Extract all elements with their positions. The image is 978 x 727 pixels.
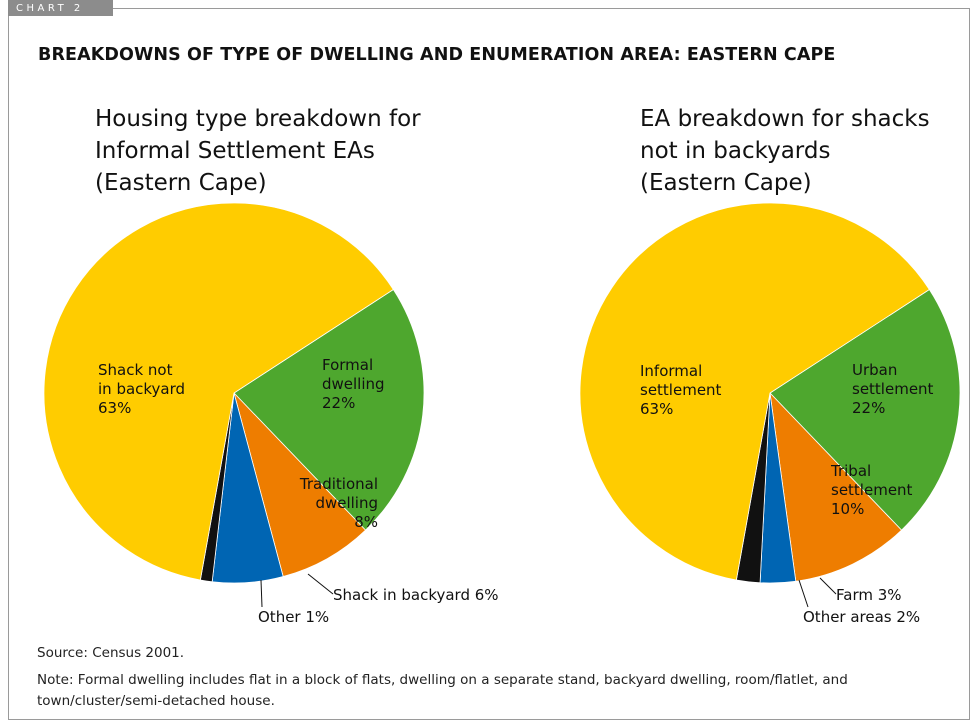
pie-2-slice-1 <box>769 288 961 531</box>
pie-2-title: EA breakdown for shacks not in backyards… <box>640 103 970 199</box>
pie-1-slice-2 <box>233 392 367 578</box>
pie-1-title-line-3: (Eastern Cape) <box>95 170 267 196</box>
pie-1-slice-label-5: Shack not in backyard 63% <box>98 361 185 417</box>
pie-2-slice-label-2: Tribal settlement 10% <box>830 462 913 518</box>
pie-2-slice-5 <box>579 202 930 581</box>
pie-1-title-line-1: Housing type breakdown for <box>95 106 421 132</box>
chart-number-tab: CHART 2 <box>8 0 113 16</box>
pie-1-leader-line-4 <box>260 579 263 608</box>
pie-1-slice-label-1: Formal dwelling 22% <box>322 356 385 412</box>
pie-2-slice-label-3: Farm 3% <box>836 586 902 604</box>
pie-2-title-line-2: not in backyards <box>640 138 831 164</box>
chart-title: BREAKDOWNS OF TYPE OF DWELLING AND ENUME… <box>38 45 836 65</box>
pie-2-leader-line-3 <box>819 577 837 595</box>
pie-1 <box>43 202 425 584</box>
pie-1-slice-label-4: Other 1% <box>258 608 329 626</box>
pie-2-title-line-3: (Eastern Cape) <box>640 170 812 196</box>
pie-2-slice-label-5: Informal settlement 63% <box>640 362 722 418</box>
pie-2-slice-label-4: Other areas 2% <box>803 608 920 626</box>
pie-1-slice-5 <box>43 202 394 581</box>
pie-1-slice-label-2: Traditional dwelling 8% <box>299 475 378 531</box>
pie-2-slice-2 <box>769 391 903 582</box>
source-note: Source: Census 2001. <box>37 645 185 661</box>
footnote: Note: Formal dwelling includes flat in a… <box>37 672 848 709</box>
pie-2-leader-line-4 <box>798 579 809 608</box>
pie-1-title: Housing type breakdown for Informal Sett… <box>95 103 495 199</box>
pie-1-slice-label-3: Shack in backyard 6% <box>333 586 499 604</box>
pie-1-leader-line-3 <box>307 573 334 595</box>
pie-1-slice-1 <box>233 288 425 531</box>
pie-2 <box>579 202 961 584</box>
chart-frame <box>8 8 970 720</box>
pie-2-title-line-1: EA breakdown for shacks <box>640 106 930 132</box>
pie-1-title-line-2: Informal Settlement EAs <box>95 138 375 164</box>
pie-2-slice-label-1: Urban settlement 22% <box>852 361 934 417</box>
